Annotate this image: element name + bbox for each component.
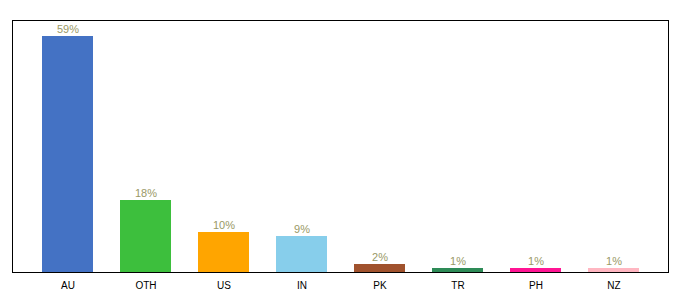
svg-text:US: US [217, 280, 231, 291]
svg-text:PK: PK [373, 280, 387, 291]
svg-text:OTH: OTH [135, 280, 156, 291]
svg-text:1%: 1% [450, 255, 466, 267]
svg-text:PH: PH [529, 280, 543, 291]
svg-text:1%: 1% [606, 255, 622, 267]
svg-text:59%: 59% [57, 23, 79, 35]
svg-text:TR: TR [451, 280, 464, 291]
svg-text:1%: 1% [528, 255, 544, 267]
svg-text:IN: IN [297, 280, 307, 291]
svg-text:AU: AU [61, 280, 75, 291]
svg-text:9%: 9% [294, 223, 310, 235]
svg-text:10%: 10% [213, 219, 235, 231]
svg-text:NZ: NZ [607, 280, 620, 291]
svg-text:18%: 18% [135, 187, 157, 199]
svg-text:2%: 2% [372, 251, 388, 263]
